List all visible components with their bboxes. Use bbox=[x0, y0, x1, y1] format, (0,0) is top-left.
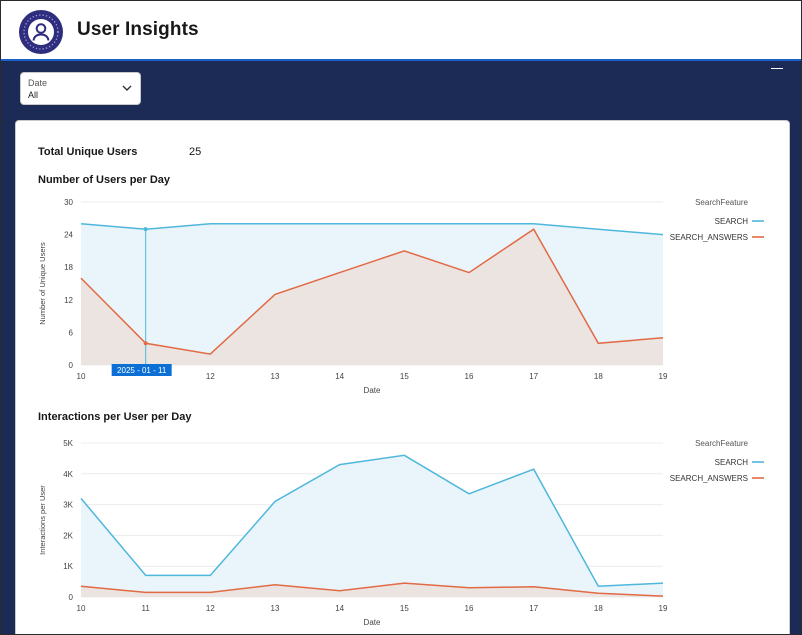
x-tick-label: 17 bbox=[529, 372, 538, 381]
legend-label: SEARCH_ANSWERS bbox=[670, 233, 748, 242]
x-tick-label: 16 bbox=[465, 372, 474, 381]
chevron-down-icon[interactable] bbox=[121, 82, 133, 94]
legend-label: SEARCH bbox=[715, 217, 749, 226]
legend-label: SEARCH bbox=[715, 458, 749, 467]
series-area-search-answers bbox=[81, 583, 663, 597]
date-filter-select[interactable]: Date All bbox=[20, 72, 141, 105]
series-line-search bbox=[80, 454, 664, 587]
legend-label: SEARCH_ANSWERS bbox=[670, 474, 748, 483]
x-tick-label: 14 bbox=[335, 604, 344, 613]
y-tick-label: 12 bbox=[64, 296, 73, 305]
date-filter-value: All bbox=[28, 90, 39, 100]
x-tick-label: 12 bbox=[206, 604, 215, 613]
legend-title: SearchFeature bbox=[695, 198, 748, 207]
x-tick-label: 16 bbox=[465, 604, 474, 613]
x-tick-label: 12 bbox=[206, 372, 215, 381]
y-tick-label: 24 bbox=[64, 231, 73, 240]
x-tick-label: 10 bbox=[77, 372, 86, 381]
x-tick-label: 13 bbox=[271, 604, 280, 613]
interactions-chart-title: Interactions per User per Day bbox=[38, 411, 192, 423]
page-title: User Insights bbox=[77, 19, 199, 40]
hover-tooltip bbox=[111, 364, 172, 376]
interactions-per-user-chart[interactable]: 0 1K 2K 3K 4K 5K 10 11 12 13 14 15 16 17 18 19 Date Inter… bbox=[15, 431, 790, 631]
series-line-search-answers bbox=[80, 582, 664, 597]
series-line-search-answers bbox=[80, 228, 664, 355]
user-circle-icon bbox=[19, 10, 63, 54]
app-header: User Insights bbox=[1, 1, 801, 61]
y-tick-label: 4K bbox=[63, 470, 73, 479]
date-filter-label: Date bbox=[28, 78, 48, 88]
x-tick-label: 15 bbox=[400, 604, 409, 613]
users-chart-title: Number of Users per Day bbox=[38, 174, 171, 186]
hover-tooltip-label: 2025 - 01 - 11 bbox=[117, 366, 167, 375]
x-tick-label: 14 bbox=[335, 372, 344, 381]
x-tick-label: 19 bbox=[659, 604, 668, 613]
legend-title: SearchFeature bbox=[695, 439, 748, 448]
series-area-search-answers bbox=[81, 229, 663, 365]
hover-point bbox=[143, 341, 148, 346]
x-tick-label: 19 bbox=[659, 372, 668, 381]
x-tick-label: 11 bbox=[142, 604, 151, 613]
series-line-search bbox=[80, 222, 664, 236]
y-tick-label: 3K bbox=[63, 501, 73, 510]
y-tick-label: 1K bbox=[63, 562, 73, 571]
y-tick-label: 6 bbox=[69, 328, 74, 337]
y-tick-label: 5K bbox=[63, 439, 73, 448]
y-tick-label: 2K bbox=[63, 531, 73, 540]
x-tick-label: 17 bbox=[529, 604, 538, 613]
kpi-value: 25 bbox=[189, 146, 202, 158]
x-tick-label: 10 bbox=[77, 604, 86, 613]
x-tick-label: 18 bbox=[594, 372, 603, 381]
x-tick-label: 15 bbox=[400, 372, 409, 381]
y-axis-label: Number of Unique Users bbox=[38, 242, 47, 325]
x-tick-label: 13 bbox=[271, 372, 280, 381]
y-tick-label: 0 bbox=[69, 361, 74, 370]
divider bbox=[771, 68, 783, 69]
x-axis-label: Date bbox=[364, 386, 381, 395]
y-tick-label: 30 bbox=[64, 198, 73, 207]
y-tick-label: 0 bbox=[69, 593, 74, 602]
y-axis-label: Interactions per User bbox=[38, 485, 47, 555]
series-area-search bbox=[81, 455, 663, 597]
users-per-day-chart[interactable]: 0 6 12 18 24 30 10 12 13 14 15 16 17 18 19 Date Number o… bbox=[15, 191, 790, 401]
x-tick-label: 18 bbox=[594, 604, 603, 613]
hover-point bbox=[143, 227, 148, 232]
kpi-label: Total Unique Users bbox=[38, 146, 138, 158]
x-axis-label: Date bbox=[364, 618, 381, 627]
y-tick-label: 18 bbox=[64, 263, 73, 272]
